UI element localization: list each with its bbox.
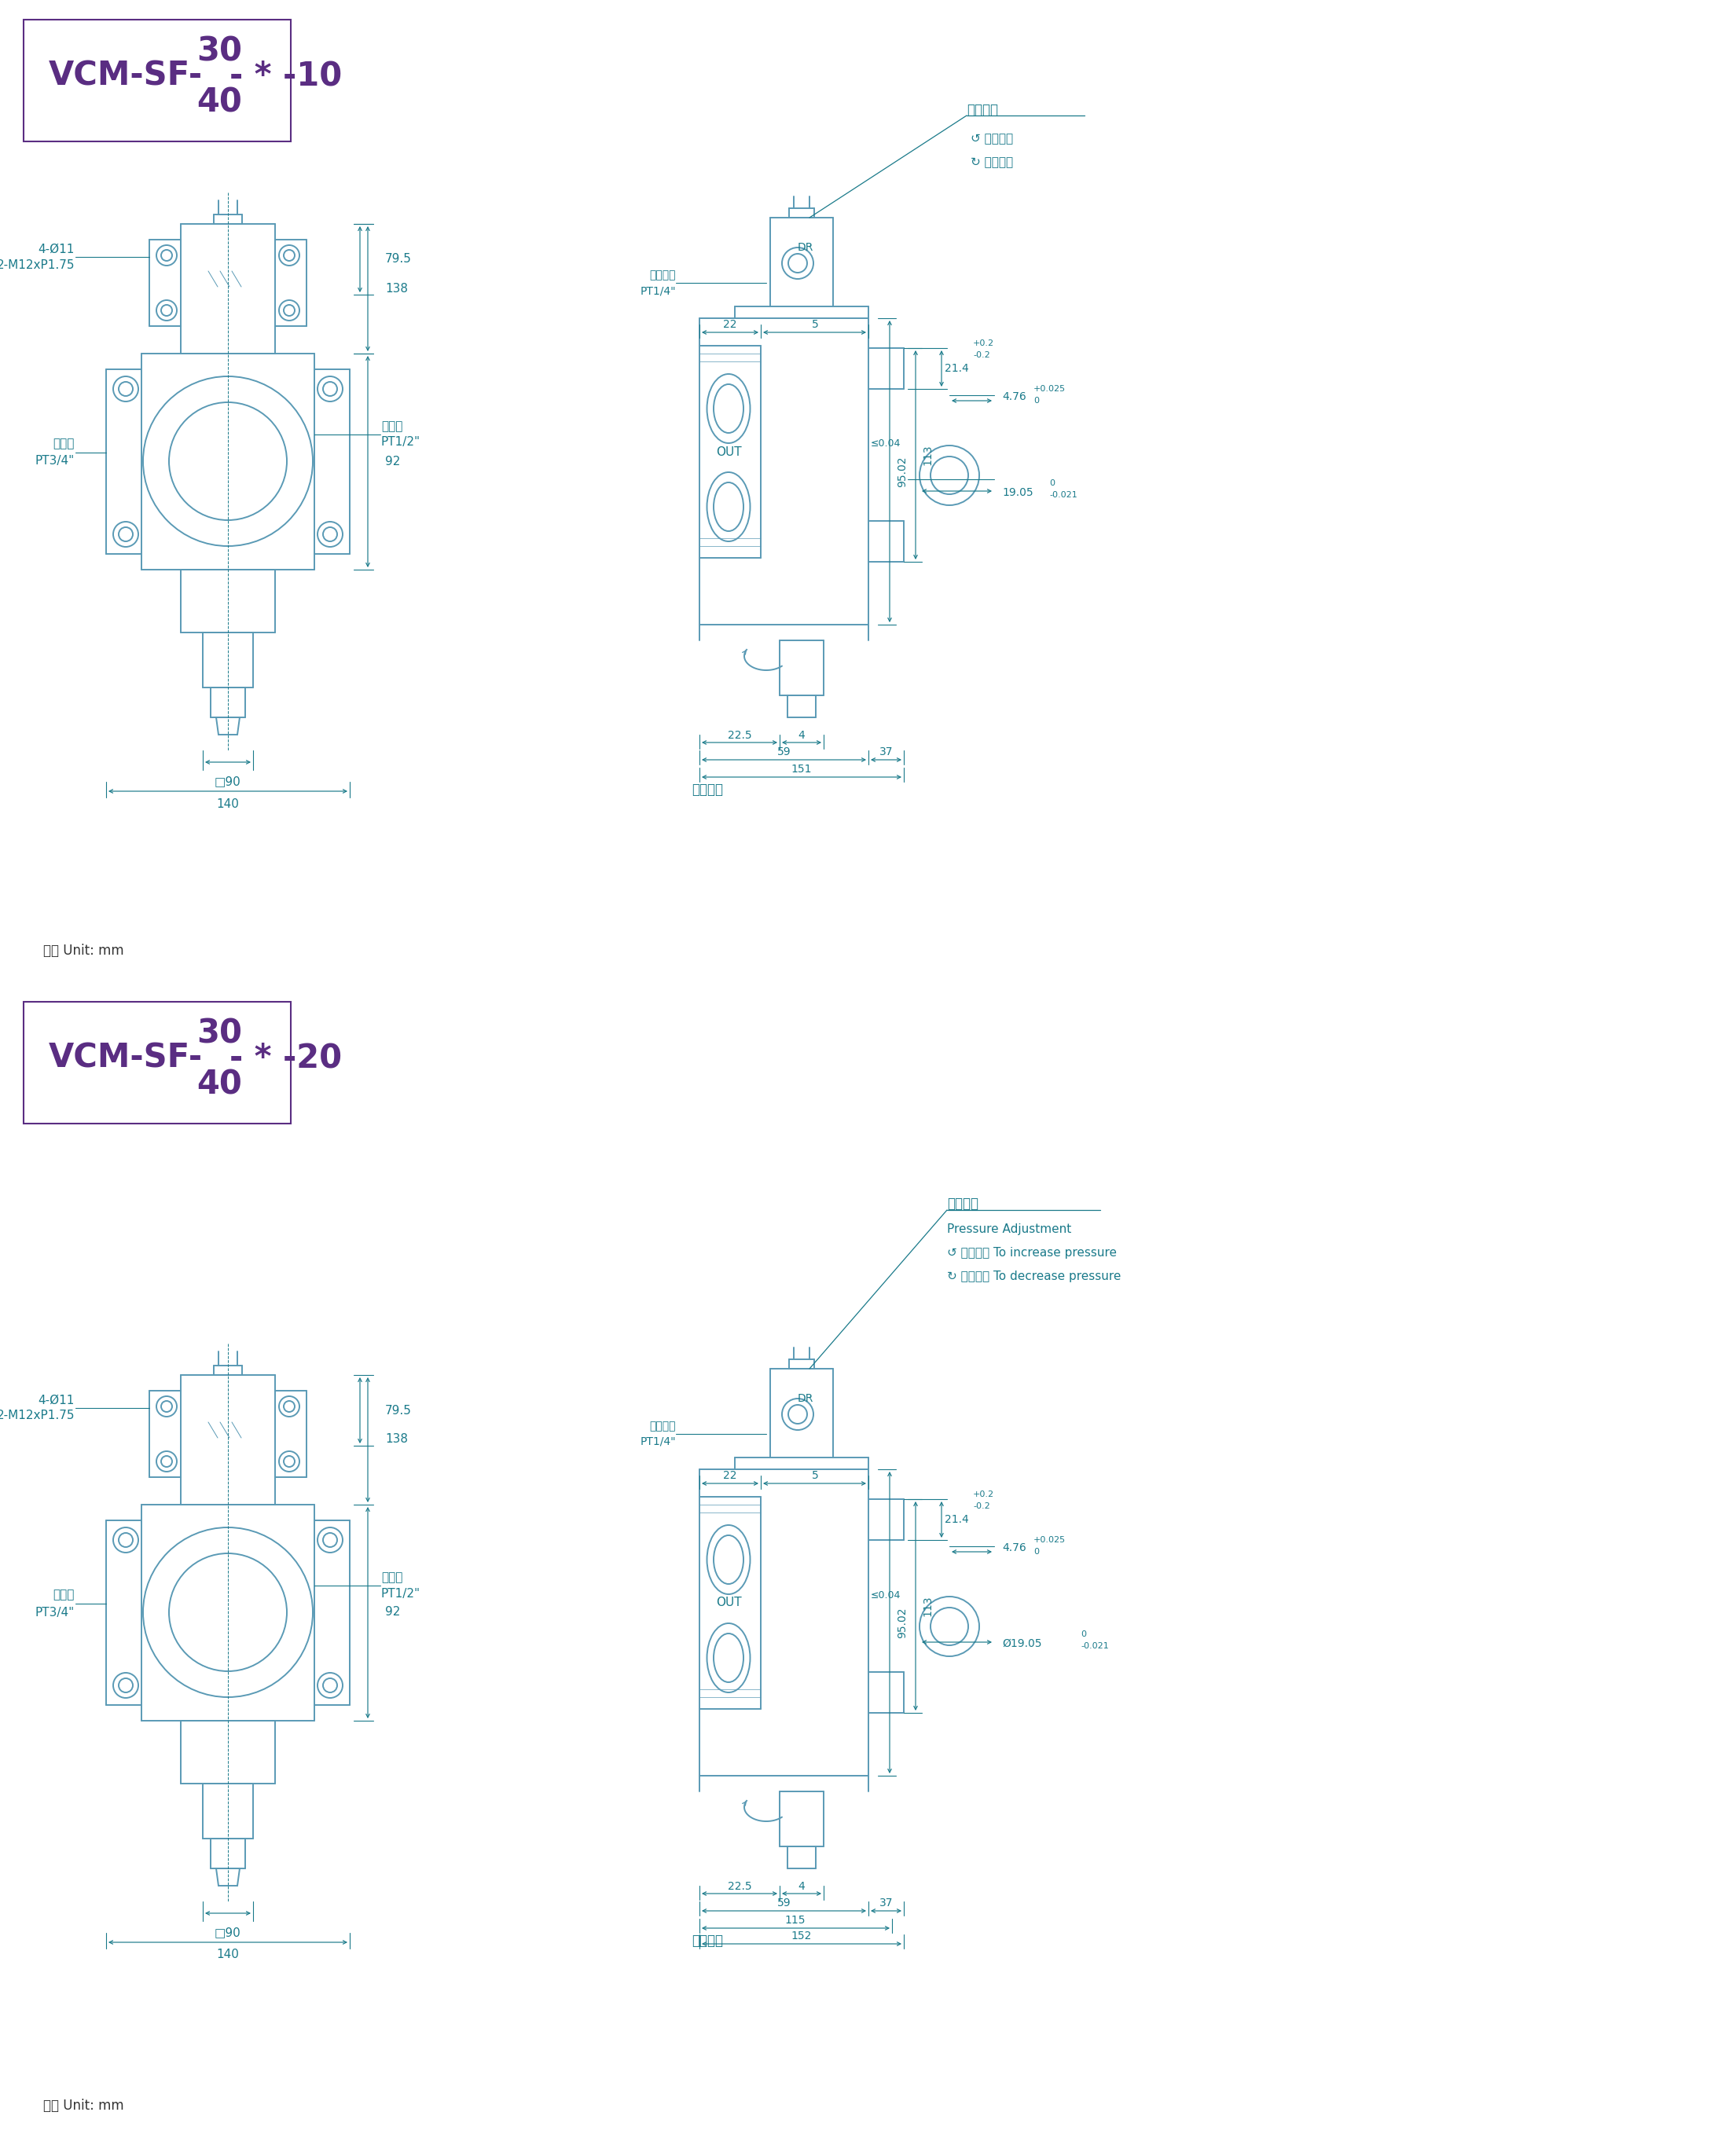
Text: PT3/4": PT3/4" (35, 1606, 74, 1619)
Text: OUT: OUT (716, 446, 742, 457)
Text: 4.76: 4.76 (1003, 1542, 1027, 1552)
Text: 5: 5 (811, 1470, 818, 1481)
Text: ↻ 降低壓力 To decrease pressure: ↻ 降低壓力 To decrease pressure (947, 1270, 1120, 1283)
Text: 單位 Unit: mm: 單位 Unit: mm (43, 944, 124, 957)
Text: 138: 138 (386, 1434, 408, 1445)
Text: OUT: OUT (716, 1598, 742, 1608)
Text: DR: DR (797, 1393, 814, 1404)
Text: 出油口: 出油口 (380, 1572, 403, 1585)
Text: 4: 4 (799, 731, 806, 742)
Text: - * -20: - * -20 (230, 1041, 342, 1074)
Text: 4-Ø11: 4-Ø11 (38, 1395, 74, 1406)
Text: 壓力調整: 壓力調整 (967, 103, 998, 116)
Text: 30: 30 (197, 34, 242, 67)
Text: 21.4: 21.4 (944, 1514, 968, 1524)
Text: ↺ 增加壓力 To increase pressure: ↺ 增加壓力 To increase pressure (947, 1248, 1117, 1259)
Text: +0.025: +0.025 (1034, 1535, 1065, 1544)
Text: -0.2: -0.2 (973, 1503, 991, 1509)
Text: 22: 22 (723, 319, 737, 330)
Text: 2-M12xP1.75: 2-M12xP1.75 (0, 259, 74, 272)
Text: 113: 113 (922, 444, 934, 466)
Text: 19.05: 19.05 (1003, 487, 1034, 498)
Text: ≤0.04: ≤0.04 (871, 1589, 901, 1600)
Text: 入油口: 入油口 (54, 1589, 74, 1602)
Text: 113: 113 (922, 1595, 934, 1617)
Text: 0: 0 (1081, 1630, 1086, 1639)
Text: 2-M12xP1.75: 2-M12xP1.75 (0, 1410, 74, 1421)
Text: 内漩油口: 内漩油口 (650, 1421, 676, 1432)
Text: 140: 140 (216, 798, 239, 811)
Text: Ø19.05: Ø19.05 (1003, 1639, 1041, 1649)
Text: ↺ 增加壓力: ↺ 增加壓力 (970, 134, 1013, 144)
Text: 22: 22 (723, 1470, 737, 1481)
Text: 30: 30 (197, 1018, 242, 1050)
Text: 59: 59 (778, 746, 792, 757)
Text: 流量調整: 流量調整 (692, 1934, 723, 1947)
Text: PT1/2": PT1/2" (380, 1587, 420, 1600)
Text: PT1/2": PT1/2" (380, 436, 420, 448)
Text: 0: 0 (1034, 397, 1039, 405)
Text: 5: 5 (811, 319, 818, 330)
Text: 入油口: 入油口 (54, 438, 74, 451)
Text: 4.76: 4.76 (1003, 390, 1027, 403)
Text: 95.02: 95.02 (897, 1606, 908, 1639)
Text: 流量調整: 流量調整 (692, 783, 723, 798)
Bar (24, 19, 290, 142)
Text: 95.02: 95.02 (897, 455, 908, 487)
Text: ≤0.04: ≤0.04 (871, 440, 901, 448)
Text: VCM-SF-: VCM-SF- (48, 58, 202, 93)
Text: 4: 4 (799, 1880, 806, 1893)
Text: DR: DR (797, 241, 814, 252)
Text: 152: 152 (792, 1930, 813, 1943)
Text: 4-Ø11: 4-Ø11 (38, 244, 74, 254)
Text: 151: 151 (792, 763, 813, 774)
Text: 40: 40 (197, 86, 242, 119)
Text: 79.5: 79.5 (386, 254, 412, 265)
Text: 140: 140 (216, 1949, 239, 1960)
Text: Pressure Adjustment: Pressure Adjustment (947, 1225, 1072, 1235)
Text: 115: 115 (785, 1915, 806, 1925)
Text: 壓力調整: 壓力調整 (947, 1197, 979, 1212)
Text: 92: 92 (386, 455, 401, 468)
Text: 單位 Unit: mm: 單位 Unit: mm (43, 2098, 124, 2113)
Text: 37: 37 (880, 1897, 894, 1908)
Text: PT1/4": PT1/4" (640, 1436, 676, 1447)
Text: -0.021: -0.021 (1050, 492, 1077, 498)
Text: PT3/4": PT3/4" (35, 455, 74, 468)
Text: 37: 37 (880, 746, 894, 757)
Text: -0.021: -0.021 (1081, 1643, 1108, 1649)
Text: PT1/4": PT1/4" (640, 285, 676, 295)
Text: VCM-SF-: VCM-SF- (48, 1041, 202, 1074)
Text: 内漩油口: 内漩油口 (650, 270, 676, 280)
Text: 0: 0 (1034, 1548, 1039, 1557)
Text: +0.2: +0.2 (973, 338, 994, 347)
Text: - * -10: - * -10 (230, 58, 342, 93)
Text: 79.5: 79.5 (386, 1404, 412, 1416)
Text: 92: 92 (386, 1606, 401, 1619)
Text: 22.5: 22.5 (728, 1880, 752, 1893)
Text: 40: 40 (197, 1067, 242, 1102)
Text: 59: 59 (778, 1897, 792, 1908)
Text: 21.4: 21.4 (944, 362, 968, 373)
Text: ↻ 降低壓力: ↻ 降低壓力 (970, 157, 1013, 168)
Bar (24, 1003, 290, 1123)
Text: -0.2: -0.2 (973, 351, 991, 360)
Text: □90: □90 (214, 1927, 240, 1938)
Text: +0.2: +0.2 (973, 1490, 994, 1498)
Text: 出油口: 出油口 (380, 420, 403, 433)
Text: □90: □90 (214, 776, 240, 787)
Text: 0: 0 (1050, 479, 1055, 487)
Text: 22.5: 22.5 (728, 731, 752, 742)
Text: +0.025: +0.025 (1034, 386, 1065, 392)
Text: 138: 138 (386, 282, 408, 293)
